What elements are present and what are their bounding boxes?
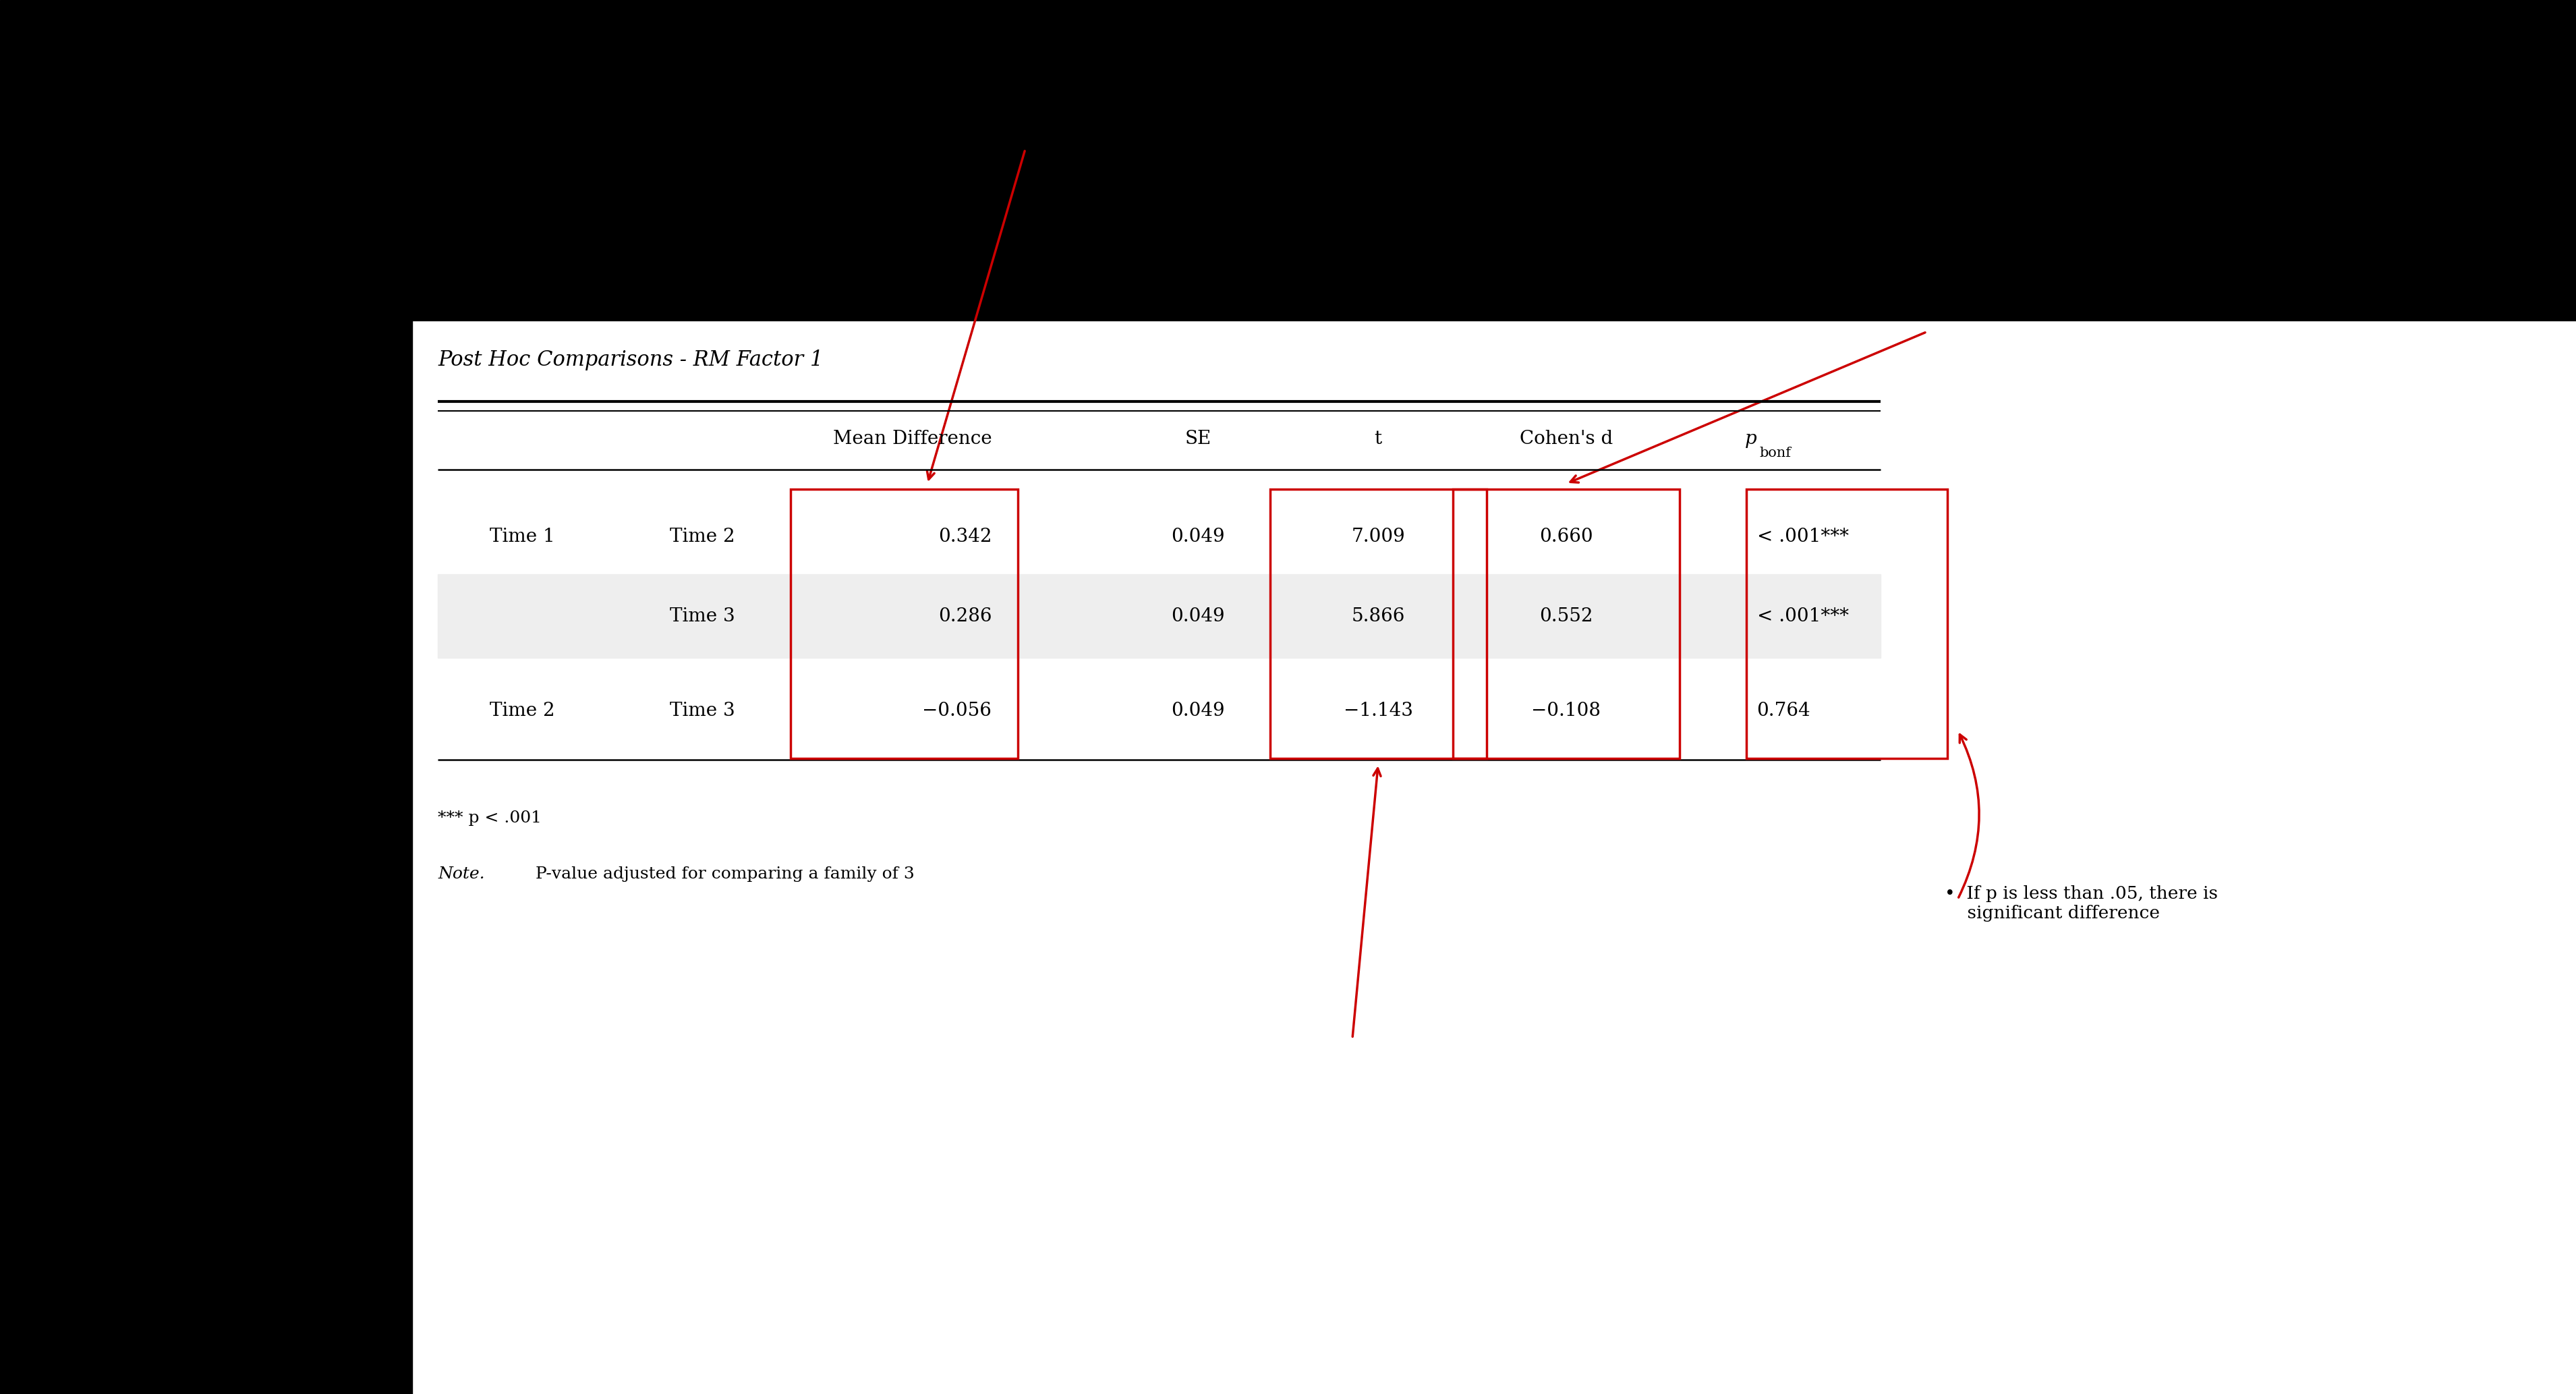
Text: 0.552: 0.552 xyxy=(1540,606,1592,626)
Bar xyxy=(0,321,412,1394)
Text: Note.: Note. xyxy=(438,866,484,882)
Text: 0.049: 0.049 xyxy=(1172,606,1224,626)
Text: p: p xyxy=(1744,429,1757,449)
Text: Cohen's d: Cohen's d xyxy=(1520,429,1613,449)
Text: Time 1: Time 1 xyxy=(489,527,554,546)
Text: 0.342: 0.342 xyxy=(938,527,992,546)
Text: *** p < .001: *** p < .001 xyxy=(438,810,541,827)
Text: Time 2: Time 2 xyxy=(489,701,554,721)
Text: 0.764: 0.764 xyxy=(1757,701,1811,721)
Text: −0.108: −0.108 xyxy=(1533,701,1600,721)
Text: < .001***: < .001*** xyxy=(1757,527,1850,546)
Text: bonf: bonf xyxy=(1759,446,1790,460)
Bar xyxy=(1270,489,1486,758)
Text: Time 2: Time 2 xyxy=(670,527,734,546)
Bar xyxy=(1747,489,1947,758)
Text: This is Cohen's d for the effect size
of the differences between times of
measur: This is Cohen's d for the effect size of… xyxy=(1803,98,2130,173)
Bar xyxy=(438,574,1880,658)
Text: 0.660: 0.660 xyxy=(1540,527,1592,546)
Text: Time 3: Time 3 xyxy=(670,606,734,626)
Text: 0.049: 0.049 xyxy=(1172,701,1224,721)
Bar xyxy=(791,489,1018,758)
Text: −1.143: −1.143 xyxy=(1345,701,1412,721)
Text: P-value adjusted for comparing a family of 3: P-value adjusted for comparing a family … xyxy=(536,866,914,882)
Text: < .001***: < .001*** xyxy=(1757,606,1850,626)
Text: Time 3: Time 3 xyxy=(670,701,734,721)
Text: 5.866: 5.866 xyxy=(1352,606,1404,626)
Bar xyxy=(0,0,2576,321)
Text: Post Hoc Tests: Post Hoc Tests xyxy=(438,251,667,279)
Bar xyxy=(1453,489,1680,758)
Text: t: t xyxy=(1376,429,1381,449)
Text: 0.049: 0.049 xyxy=(1172,527,1224,546)
Text: Post Hoc Comparisons - RM Factor 1: Post Hoc Comparisons - RM Factor 1 xyxy=(438,348,824,371)
Text: (top row), Time 1 and Time 3 (second row),
and Time 2 and Time 3 (third row).: (top row), Time 1 and Time 3 (second row… xyxy=(902,110,1293,146)
Text: 0.286: 0.286 xyxy=(938,606,992,626)
Text: SE: SE xyxy=(1185,429,1211,449)
Text: 7.009: 7.009 xyxy=(1352,527,1404,546)
Text: Mean Difference: Mean Difference xyxy=(832,429,992,449)
Text: •  If p is less than .05, there is
    significant difference: • If p is less than .05, there is signif… xyxy=(1945,885,2218,921)
Text: −0.056: −0.056 xyxy=(922,701,992,721)
